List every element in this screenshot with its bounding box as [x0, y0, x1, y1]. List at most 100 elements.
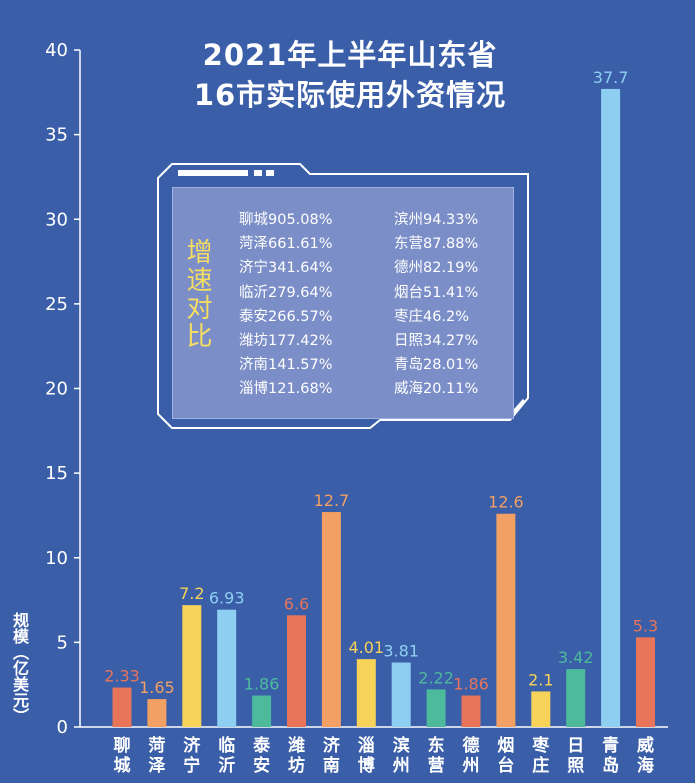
data-label: 2.33	[104, 667, 140, 686]
growth-list-right: 滨州94.33% 东营87.88% 德州82.19% 烟台51.41% 枣庄46…	[394, 208, 478, 402]
chart-axes: 0 5 10 15 20 25 30 35 40	[45, 40, 668, 738]
x-tick-label-char: 淄	[358, 735, 375, 756]
y-axis-label: 规模（亿美元）	[10, 612, 29, 724]
data-label: 6.6	[284, 594, 309, 613]
bar-威海	[636, 637, 655, 727]
growth-rate-item: 潍坊177.42%	[239, 332, 333, 349]
bar-淄博	[356, 659, 376, 727]
growth-rate-item: 东营87.88%	[394, 236, 479, 253]
growth-rate-item: 济宁341.64%	[239, 260, 333, 277]
bar-济宁	[182, 605, 202, 727]
x-tick-label-char: 烟	[497, 735, 514, 756]
x-tick-label-char: 宁	[183, 755, 200, 776]
y-tick-label: 30	[45, 209, 68, 230]
x-tick-label-char: 安	[253, 755, 270, 776]
x-tick-label-char: 岛	[602, 755, 619, 776]
x-tick-label-char: 日	[567, 736, 584, 756]
growth-rate-item: 烟台51.41%	[394, 284, 479, 301]
y-tick-label: 15	[45, 463, 68, 484]
growth-rate-item: 青岛28.01%	[394, 357, 479, 374]
growth-rate-item: 泰安266.57%	[239, 308, 333, 325]
x-tick-label-char: 济	[323, 735, 341, 756]
bar-聊城	[112, 687, 132, 727]
data-label: 3.81	[383, 642, 419, 661]
data-label: 1.86	[244, 675, 280, 694]
x-tick-label-char: 东	[428, 735, 445, 756]
bar-枣庄	[531, 691, 551, 727]
growth-rate-item: 淄博121.68%	[239, 381, 333, 398]
data-label: 12.6	[488, 493, 524, 512]
x-tick-label-char: 营	[428, 755, 445, 776]
x-tick-label-char: 台	[497, 755, 514, 776]
panel-heading: 增速对比	[182, 238, 212, 350]
x-tick-label-char: 潍	[288, 735, 305, 756]
growth-rate-item: 日照34.27%	[394, 332, 479, 349]
x-tick-label-char: 德	[463, 735, 480, 756]
data-label: 3.42	[558, 648, 594, 667]
x-tick-label-char: 滨	[393, 735, 410, 756]
bar-济南	[321, 512, 341, 727]
bar-德州	[461, 695, 481, 727]
bar-菏泽	[147, 699, 167, 727]
data-label: 2.22	[418, 668, 454, 687]
data-label: 7.2	[179, 584, 204, 603]
x-tick-label-char: 沂	[218, 755, 235, 776]
x-tick-label-char: 照	[567, 756, 584, 776]
growth-rate-item: 聊城905.08%	[239, 212, 333, 228]
x-tick-label-char: 海	[637, 755, 654, 776]
data-label: 1.86	[453, 675, 489, 694]
x-tick-label-char: 坊	[288, 755, 305, 776]
x-tick-label-char: 庄	[532, 755, 549, 776]
x-tick-label-char: 青	[602, 735, 619, 756]
growth-rate-item: 菏泽661.61%	[239, 236, 333, 253]
data-label: 1.65	[139, 678, 175, 697]
bar-日照	[566, 669, 586, 727]
chart-bars	[112, 88, 655, 728]
x-tick-label-char: 聊	[114, 735, 131, 756]
bar-泰安	[252, 695, 272, 727]
y-tick-label: 40	[45, 40, 68, 61]
x-tick-label-char: 临	[218, 735, 235, 756]
y-tick-label: 25	[45, 294, 68, 315]
growth-rate-item: 临沂279.64%	[239, 284, 333, 301]
x-tick-label-char: 济	[183, 735, 201, 756]
bar-临沂	[217, 609, 237, 727]
x-tick-label-char: 博	[358, 755, 375, 776]
x-tick-label-char: 南	[323, 755, 340, 776]
growth-rate-item: 滨州94.33%	[394, 212, 479, 228]
growth-rate-item: 济南141.57%	[239, 357, 333, 374]
x-tick-label-char: 泰	[253, 735, 271, 756]
bar-东营	[426, 689, 446, 727]
data-label: 37.7	[593, 68, 629, 87]
x-tick-label-char: 州	[392, 756, 410, 776]
y-tick-label: 0	[57, 717, 68, 738]
chart-data-labels: 2.331.657.2 6.931.866.612.74.01 3.812.22 1.…	[104, 68, 658, 697]
y-tick-label: 20	[45, 379, 68, 400]
y-tick-label: 35	[45, 125, 68, 146]
data-label: 12.7	[314, 491, 350, 510]
growth-rate-item: 枣庄46.2%	[394, 308, 470, 325]
bar-潍坊	[287, 615, 306, 727]
x-tick-label-char: 枣	[531, 735, 550, 756]
growth-comparison-panel: 增速对比 聊城905.08% 菏泽661.61% 济宁341.64% 临沂279…	[172, 187, 514, 419]
growth-rate-item: 德州82.19%	[394, 260, 479, 277]
data-label: 4.01	[348, 638, 384, 657]
x-tick-label-char: 州	[462, 756, 480, 776]
x-tick-label-char: 威	[637, 735, 654, 756]
y-tick-label: 5	[57, 632, 68, 653]
x-tick-label-char: 菏	[148, 735, 165, 756]
bar-烟台	[496, 513, 516, 727]
data-label: 2.1	[528, 670, 553, 689]
x-tick-label-char: 城	[114, 756, 131, 776]
chart-title-line-2: 16市实际使用外资情况	[193, 78, 507, 112]
growth-rate-item: 威海20.11%	[394, 381, 479, 398]
data-label: 6.93	[209, 589, 245, 608]
bar-滨州	[391, 662, 411, 727]
growth-list-left: 聊城905.08% 菏泽661.61% 济宁341.64% 临沂279.64% …	[239, 208, 333, 402]
x-tick-label-char: 泽	[148, 756, 165, 776]
chart-title-line-1: 2021年上半年山东省	[202, 38, 498, 72]
y-tick-label: 10	[45, 548, 68, 569]
